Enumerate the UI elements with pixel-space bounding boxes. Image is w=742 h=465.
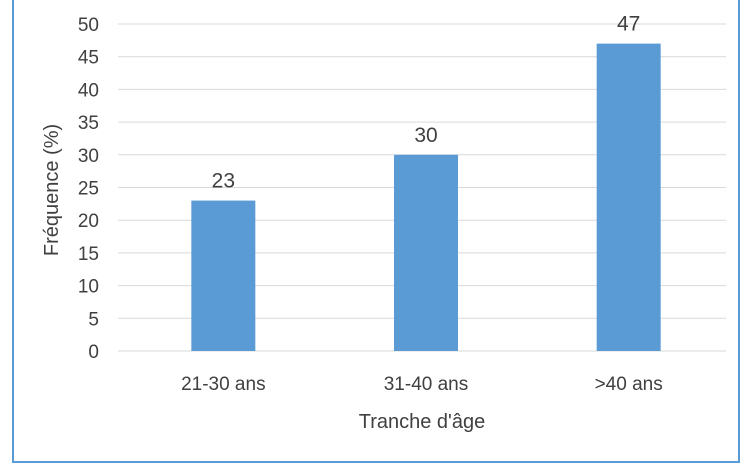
y-tick-label: 45	[78, 48, 99, 69]
y-tick-label: 20	[78, 211, 99, 232]
y-tick-labels: 0 5 10 15 20 25 30 35 40 45 50	[78, 15, 99, 363]
data-labels: 23 30 47	[212, 13, 641, 193]
data-label: 23	[212, 170, 235, 193]
x-category-labels: 21-30 ans 31-40 ans >40 ans	[181, 374, 663, 395]
x-category-label: 31-40 ans	[384, 374, 469, 395]
y-tick-label: 35	[78, 113, 99, 134]
y-tick-label: 10	[78, 277, 99, 298]
y-tick-label: 50	[78, 15, 99, 36]
y-tick-label: 40	[78, 80, 99, 101]
x-category-label: 21-30 ans	[181, 374, 266, 395]
y-tick-label: 30	[78, 146, 99, 167]
y-tick-label: 5	[88, 309, 99, 330]
x-category-label: >40 ans	[595, 374, 663, 395]
x-axis-title: Tranche d'âge	[359, 411, 486, 433]
y-axis-title: Fréquence (%)	[41, 124, 63, 256]
y-tick-label: 15	[78, 244, 99, 265]
bars	[191, 43, 661, 352]
y-tick-label: 0	[88, 342, 99, 363]
bar	[596, 43, 661, 352]
bar	[394, 154, 458, 351]
bar	[191, 200, 256, 351]
data-label: 47	[617, 13, 640, 36]
y-tick-label: 25	[78, 179, 99, 200]
data-label: 30	[414, 124, 437, 147]
